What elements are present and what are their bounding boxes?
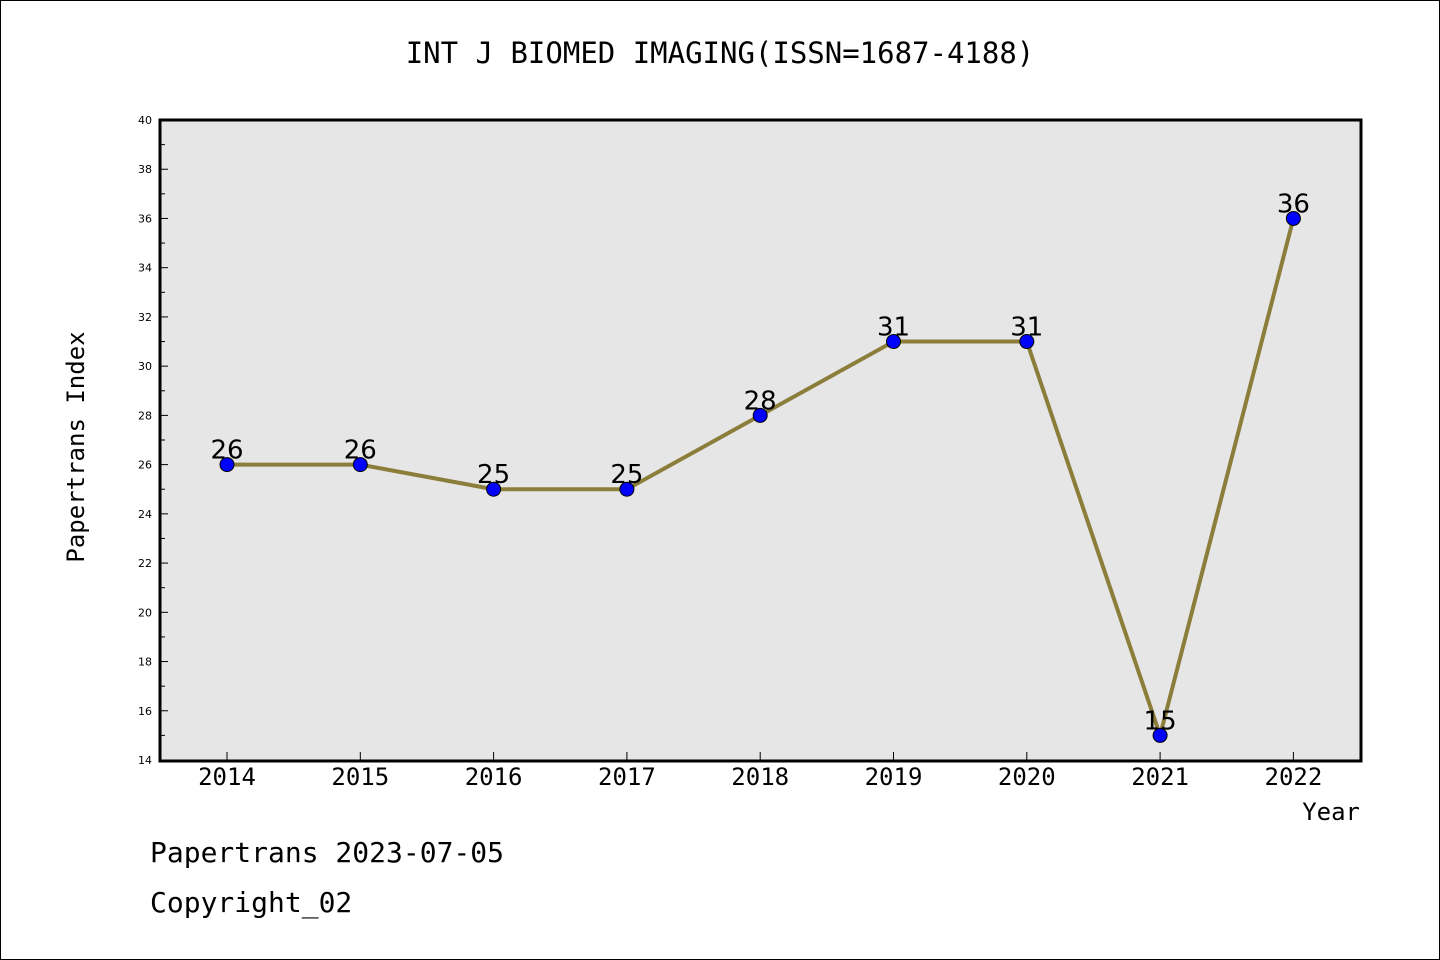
x-tick-label: 2016 (465, 763, 523, 791)
data-point (752, 407, 768, 423)
data-label: 36 (1277, 189, 1310, 219)
x-axis-label: Year (1302, 798, 1360, 826)
y-tick-label: 40 (138, 114, 152, 127)
x-tick-label: 2018 (731, 763, 789, 791)
x-tick-label: 2015 (331, 763, 389, 791)
data-label: 25 (477, 460, 510, 490)
data-point (219, 457, 235, 473)
data-label: 31 (877, 313, 910, 343)
y-tick-label: 20 (138, 606, 152, 619)
x-tick-label: 2019 (865, 763, 923, 791)
data-point (1152, 727, 1168, 743)
x-tick-label: 2014 (198, 763, 256, 791)
data-label: 31 (1010, 313, 1043, 343)
plot-area (158, 118, 1363, 763)
x-tick-label: 2017 (598, 763, 656, 791)
y-tick-label: 28 (138, 409, 152, 422)
data-point (352, 457, 368, 473)
y-tick-label: 38 (138, 163, 152, 176)
y-tick-label: 36 (138, 212, 152, 225)
y-axis-label: Papertrans Index (62, 331, 90, 562)
y-tick-label: 26 (138, 459, 152, 472)
data-point (619, 481, 635, 497)
y-tick-label: 22 (138, 557, 152, 570)
x-axis: 2014 2015 2016 2017 2018 2019 2020 2021 2022 (198, 752, 1322, 791)
x-tick-label: 2022 (1265, 763, 1323, 791)
y-tick-label: 18 (138, 656, 152, 669)
y-tick-label: 24 (138, 508, 152, 521)
chart-title: INT J BIOMED IMAGING(ISSN=1687-4188) (405, 36, 1035, 70)
y-tick-label: 16 (138, 705, 152, 718)
data-label: 15 (1144, 706, 1177, 736)
data-point (486, 481, 502, 497)
data-label: 26 (344, 436, 377, 466)
y-axis: 14 16 18 20 22 24 26 28 30 32 34 36 38 40 (138, 114, 168, 767)
footer-date: Papertrans 2023-07-05 (150, 836, 505, 869)
data-point (1285, 210, 1301, 226)
x-tick-label: 2020 (998, 763, 1056, 791)
y-tick-label: 34 (138, 262, 152, 275)
data-label: 25 (610, 460, 643, 490)
data-point (886, 334, 901, 350)
data-point (1019, 334, 1035, 350)
data-label: 28 (744, 386, 777, 416)
data-label: 26 (210, 436, 243, 466)
series-group: 26 26 25 25 28 31 31 15 36 (210, 189, 1310, 743)
x-tick-label: 2021 (1131, 763, 1189, 791)
footer-copyright: Copyright_02 (150, 886, 353, 919)
y-tick-label: 14 (138, 754, 152, 767)
y-tick-label: 32 (138, 311, 152, 324)
y-tick-label: 30 (138, 360, 152, 373)
